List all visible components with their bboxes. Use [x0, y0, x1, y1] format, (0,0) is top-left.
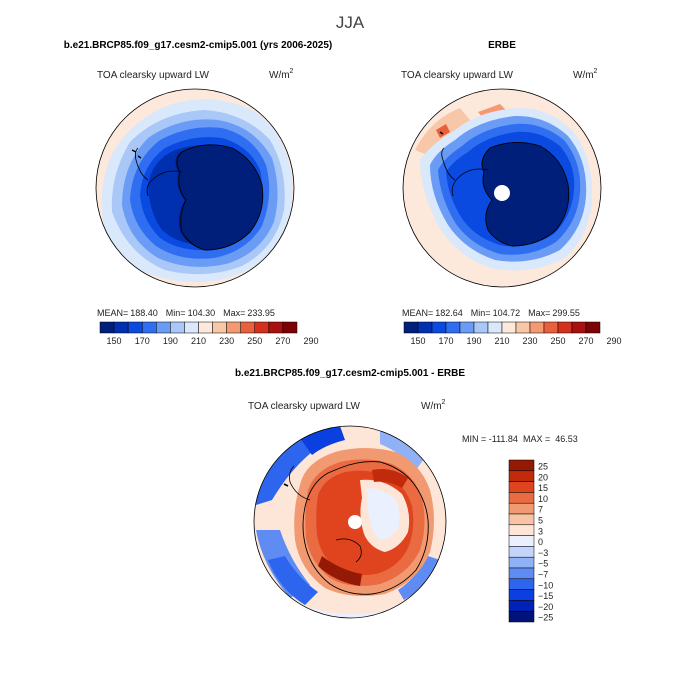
panel-diff-colorbar-swatch: [508, 578, 535, 590]
panel-diff-map: [254, 426, 446, 618]
panel-obs-colorbar-tick-label: 190: [466, 336, 481, 346]
panel-diff-colorbar-tick-label: −15: [538, 591, 553, 601]
panel-model-colorbar: 150 170 190 210 230 250 270 290: [99, 321, 319, 346]
panel-diff-colorbar-tick-label: 3: [538, 526, 543, 536]
panel-diff-variable-label: TOA clearsky upward LW: [248, 401, 360, 412]
panel-diff-colorbar-swatch: [508, 524, 535, 536]
panel-obs-colorbar-swatch: [431, 321, 447, 334]
panel-obs-colorbar-swatch: [403, 321, 419, 334]
panel-obs-colorbar-tick-label: 270: [578, 336, 593, 346]
panel-model-colorbar-swatch: [212, 321, 227, 334]
season-title: JJA: [336, 13, 365, 32]
panel-obs-map: [403, 89, 601, 287]
panel-model-units-label: W/m2: [269, 68, 294, 81]
panel-diff-units-label: W/m2: [421, 399, 446, 412]
panel-diff-colorbar-tick-label: −5: [538, 559, 548, 569]
panel-obs-colorbar-tick-label: 150: [410, 336, 425, 346]
panel-model-variable-label: TOA clearsky upward LW: [97, 70, 209, 81]
panel-diff-colorbar-swatch: [508, 556, 535, 569]
panel-obs: ERBE TOA clearsky upward LW W/m2 MEAN= 18…: [401, 40, 622, 346]
panel-obs-colorbar-swatch: [543, 321, 559, 334]
panel-model-colorbar-tick-label: 270: [275, 336, 290, 346]
panel-diff-colorbar-tick-label: 25: [538, 461, 548, 471]
panel-model-colorbar-tick-label: 250: [247, 336, 262, 346]
panel-diff-colorbar-tick-label: 15: [538, 483, 548, 493]
panel-model-colorbar-swatch: [99, 321, 115, 334]
panel-obs-colorbar-swatch: [459, 321, 475, 334]
panel-model-colorbar-swatch: [170, 321, 185, 334]
panel-model-colorbar-tick-label: 210: [191, 336, 206, 346]
panel-model-colorbar-swatch: [226, 321, 241, 334]
panel-diff-colorbar-swatch: [508, 459, 535, 472]
panel-model-colorbar-tick-label: 190: [163, 336, 178, 346]
panel-model-title: b.e21.BRCP85.f09_g17.cesm2-cmip5.001 (yr…: [64, 40, 333, 51]
panel-obs-colorbar-swatch: [417, 321, 433, 334]
panel-obs-title: ERBE: [488, 40, 516, 51]
panel-diff-colorbar-swatch: [508, 502, 535, 515]
panel-model-colorbar-swatch: [268, 321, 284, 334]
panel-diff-title: b.e21.BRCP85.f09_g17.cesm2-cmip5.001 - E…: [235, 368, 465, 379]
panel-diff-colorbar-tick-label: −3: [538, 548, 548, 558]
panel-diff-colorbar-tick-label: 7: [538, 505, 543, 515]
panel-model-colorbar-swatch: [240, 321, 256, 334]
panel-obs-colorbar: 150 170 190 210 230 250 270 290: [403, 321, 622, 346]
panel-obs-colorbar-swatch: [571, 321, 587, 334]
panel-diff-minmax: MIN = -111.84 MAX = 46.53: [462, 434, 578, 444]
panel-obs-colorbar-swatch: [473, 321, 489, 334]
panel-obs-colorbar-swatch: [529, 321, 545, 334]
panel-model-colorbar-swatch: [127, 321, 143, 334]
panel-obs-variable-label: TOA clearsky upward LW: [401, 70, 513, 81]
panel-diff-colorbar-swatch: [508, 610, 535, 623]
panel-obs-colorbar-swatch: [515, 321, 531, 334]
panel-obs-colorbar-swatch: [585, 321, 601, 334]
panel-model-stats: MEAN= 188.40 Min= 104.30 Max= 233.95: [97, 308, 275, 318]
panel-diff-colorbar-tick-label: 10: [538, 494, 548, 504]
panel-model-colorbar-tick-label: 150: [107, 336, 122, 346]
panel-obs-colorbar-swatch: [445, 321, 461, 334]
panel-diff-colorbar-tick-label: −25: [538, 613, 553, 623]
panel-model-map: [96, 89, 294, 287]
panel-diff: b.e21.BRCP85.f09_g17.cesm2-cmip5.001 - E…: [235, 368, 578, 623]
panel-diff-colorbar-tick-label: 20: [538, 472, 548, 482]
panel-diff-colorbar-tick-label: −7: [538, 569, 548, 579]
panel-diff-colorbar-swatch: [508, 492, 535, 504]
panel-model: b.e21.BRCP85.f09_g17.cesm2-cmip5.001 (yr…: [64, 40, 333, 346]
panel-obs-units-label: W/m2: [573, 68, 598, 81]
panel-model-colorbar-swatch: [198, 321, 213, 334]
panel-diff-colorbar-swatch: [508, 600, 535, 612]
panel-model-colorbar-tick-label: 290: [304, 336, 319, 346]
panel-model-colorbar-tick-label: 170: [135, 336, 150, 346]
panel-diff-colorbar-tick-label: 5: [538, 515, 543, 525]
panel-model-colorbar-swatch: [184, 321, 199, 334]
panel-obs-colorbar-tick-label: 230: [522, 336, 537, 346]
panel-diff-colorbar-swatch: [508, 470, 535, 482]
panel-diff-colorbar-tick-label: 0: [538, 537, 543, 547]
panel-diff-colorbar-swatch: [508, 546, 535, 558]
panel-model-colorbar-swatch: [254, 321, 270, 334]
panel-obs-colorbar-tick-label: 210: [494, 336, 509, 346]
panel-diff-colorbar-swatch: [508, 513, 535, 526]
panel-model-colorbar-tick-label: 230: [219, 336, 234, 346]
panel-obs-colorbar-swatch: [501, 321, 517, 334]
panel-diff-colorbar-swatch: [508, 567, 535, 580]
panel-obs-colorbar-tick-label: 170: [438, 336, 453, 346]
panel-diff-colorbar-tick-label: −10: [538, 580, 553, 590]
panel-obs-stats: MEAN= 182.64 Min= 104.72 Max= 299.55: [402, 308, 580, 318]
panel-diff-colorbar-tick-label: −20: [538, 602, 553, 612]
panel-obs-colorbar-swatch: [487, 321, 503, 334]
panel-model-colorbar-swatch: [156, 321, 171, 334]
panel-obs-colorbar-swatch: [557, 321, 573, 334]
panel-model-colorbar-swatch: [141, 321, 157, 334]
panel-diff-colorbar-swatch: [508, 481, 535, 493]
panel-diff-colorbar-swatch: [508, 589, 535, 601]
panel-model-colorbar-swatch: [282, 321, 298, 334]
panel-model-colorbar-swatch: [113, 321, 129, 334]
panel-obs-colorbar-tick-label: 290: [606, 336, 621, 346]
panel-obs-colorbar-tick-label: 250: [550, 336, 565, 346]
panel-diff-colorbar-swatch: [508, 535, 535, 547]
